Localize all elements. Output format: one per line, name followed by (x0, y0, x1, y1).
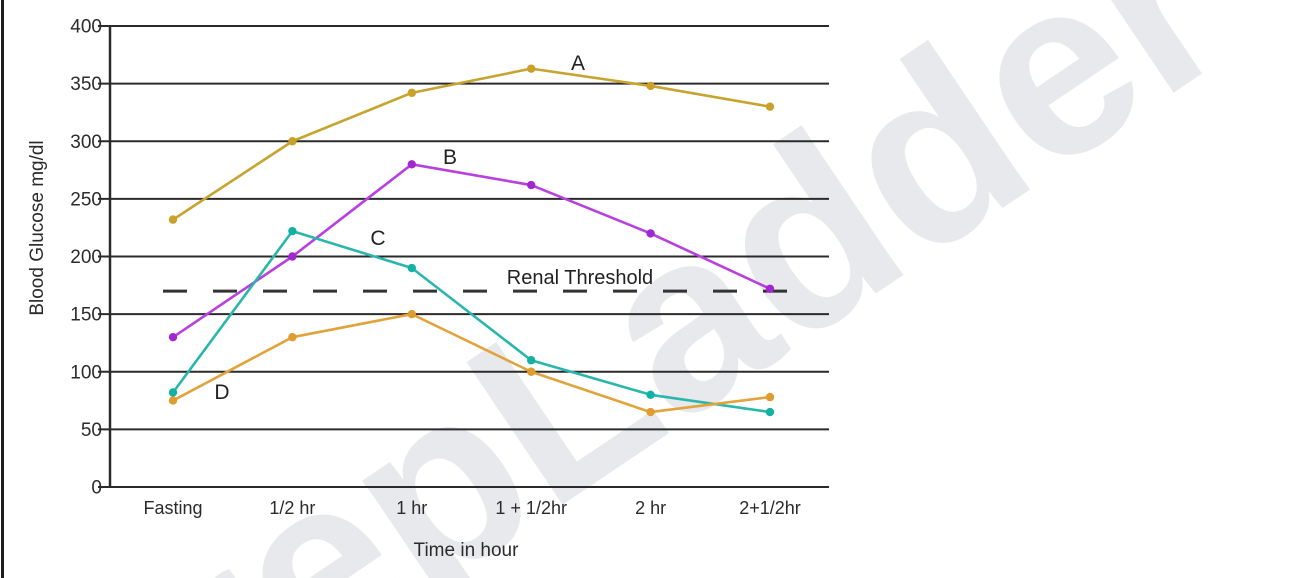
renal-threshold-label: Renal Threshold (507, 267, 653, 289)
y-tick-label-300: 300 (70, 132, 102, 153)
series-d-label: D (214, 381, 229, 404)
series-b-point-5 (765, 284, 775, 293)
series-a-point-5 (765, 102, 775, 111)
series-a-point-2 (407, 88, 416, 98)
series-b-line (172, 163, 771, 339)
left-border-line (1, 0, 4, 578)
x-tick-label-3: 1 + 1/2hr (495, 498, 567, 518)
series-c-point-4 (646, 390, 655, 399)
series-a-point-3 (527, 64, 536, 73)
series-c-point-5 (765, 407, 775, 417)
series-d-point-0 (168, 396, 178, 405)
y-tick-label-150: 150 (70, 305, 102, 326)
series-c-line (171, 229, 771, 414)
series-b-label: B (443, 146, 457, 169)
y-tick-label-0: 0 (91, 478, 102, 499)
y-tick-label-350: 350 (70, 74, 102, 95)
y-axis-title: Blood Glucose mg/dl (27, 140, 48, 315)
series-b-point-3 (527, 180, 536, 190)
y-tick-label-250: 250 (70, 189, 102, 210)
series-c-label: C (370, 227, 385, 250)
x-tick-label-0: Fasting (143, 498, 202, 518)
series-a-line (172, 67, 771, 221)
y-tick-label-200: 200 (70, 247, 102, 268)
series-a-point-4 (646, 81, 655, 91)
series-d-point-2 (407, 309, 416, 319)
series-b-point-0 (168, 332, 178, 342)
series-d-point-5 (765, 392, 775, 402)
series-d-point-1 (288, 332, 297, 342)
y-tick-label-400: 400 (70, 17, 102, 38)
series-c-point-0 (168, 388, 178, 397)
x-tick-label-5: 2+1/2hr (739, 498, 801, 518)
x-tick-label-2: 1 hr (396, 498, 427, 518)
series-a-point-0 (168, 215, 178, 224)
series-c-point-2 (407, 263, 416, 273)
series-d-point-3 (527, 367, 536, 376)
x-tick-label-1: 1/2 hr (269, 498, 315, 518)
y-tick-label-100: 100 (70, 362, 102, 383)
series-c-point-1 (288, 226, 297, 236)
series-a-point-1 (288, 137, 297, 146)
series-b-point-1 (288, 252, 297, 261)
series-d-point-4 (646, 407, 655, 417)
y-tick-label-50: 50 (81, 420, 102, 441)
series-b-point-4 (646, 229, 655, 238)
series-b-point-2 (407, 160, 416, 169)
series-c-point-3 (527, 356, 536, 365)
x-axis-title: Time in hour (414, 540, 520, 561)
x-tick-label-4: 2 hr (635, 498, 666, 518)
series-d-line (172, 312, 771, 414)
series-a-label: A (571, 52, 585, 75)
